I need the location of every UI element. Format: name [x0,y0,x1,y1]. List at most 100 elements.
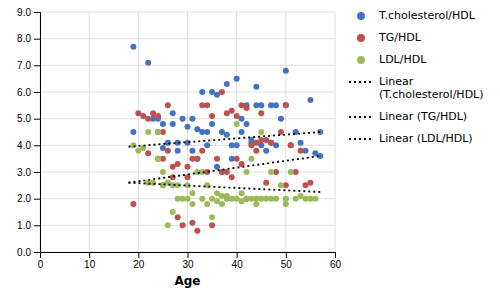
point [288,142,294,148]
point [180,116,186,122]
point [263,180,269,186]
point [219,89,225,95]
tick-mark [34,119,40,120]
point [283,102,289,108]
grid-line-y [40,65,335,66]
legend-symbol [349,81,373,83]
tick: 7.0 [17,60,40,71]
point [268,140,274,146]
legend-item: TG/HDL [357,31,422,44]
point [234,121,240,127]
tick-mark [188,252,189,258]
grid-line-y [40,225,335,226]
point [180,222,186,228]
tick-label: 10 [84,259,96,270]
tick-mark [335,252,336,258]
grid-line-x [285,12,286,252]
point [145,129,151,135]
point [209,214,215,220]
grid-line-x [335,12,336,252]
point [185,124,191,130]
point [170,110,176,116]
point [130,129,136,135]
point [244,121,250,127]
tick-label: 50 [281,259,293,270]
point [155,129,161,135]
legend-label: T.cholesterol/HDL [378,9,476,22]
series-points [130,89,313,234]
point [224,81,230,87]
point [155,129,161,135]
plot: 01020304050600.01.02.03.04.05.06.07.08.0… [17,7,341,288]
legend-symbol [357,34,365,42]
tick-label: 6.0 [17,87,31,98]
point [165,222,171,228]
point [288,169,294,175]
point [219,201,225,207]
tick-mark [34,65,40,66]
legend-item: Linear (LDL/HDL) [349,132,473,145]
point [229,174,235,180]
point [234,142,240,148]
tick-mark [34,12,40,13]
grid-line-y [40,12,335,13]
point [307,180,313,186]
point [204,129,210,135]
grid [40,12,335,252]
point [194,156,200,162]
grid-line-x [89,12,90,252]
tick-mark [34,92,40,93]
marks [129,44,324,234]
legend: T.cholesterol/HDLTG/HDLLDL/HDLLinear(T.c… [349,9,484,145]
point [155,156,161,162]
point [214,164,220,170]
legend-symbol [349,138,373,140]
point [185,164,191,170]
tick: 30 [182,252,194,270]
tick-label: 0 [38,259,44,270]
legend-label: Linear (LDL/HDL) [379,132,473,145]
axis-line [41,253,336,259]
grid-line-x [187,12,188,252]
series-points [130,121,318,228]
tick-label: 30 [182,259,194,270]
point [209,121,215,127]
point [189,201,195,207]
point [145,60,151,66]
tick: 40 [232,252,244,270]
y-axis: 0.01.02.03.04.05.06.07.08.09.0 [17,7,40,258]
point [199,148,205,154]
tick-label: 60 [330,259,342,270]
series-points [130,44,323,175]
point [278,116,284,122]
tick-label: 40 [232,259,244,270]
tick-mark [34,145,40,146]
point [204,142,210,148]
grid-line-y [40,92,335,93]
tick-label: 2.0 [17,193,31,204]
legend-item: LDL/HDL [357,53,427,66]
chart: 01020304050600.01.02.03.04.05.06.07.08.0… [0,0,500,292]
point [244,169,250,175]
tick: 5.0 [17,113,40,124]
tick: 50 [281,252,293,270]
point [194,228,200,234]
grid-line-x [138,12,139,252]
legend-symbol [357,56,365,64]
point [234,113,240,119]
x-axis: 0102030405060 [38,252,342,270]
tick-mark [34,39,40,40]
point [258,129,264,135]
tick-label: 0.0 [17,247,31,258]
tick: 0 [38,252,44,270]
point [130,201,136,207]
grid-line-y [40,118,335,119]
point [263,148,269,154]
point [145,150,151,156]
tick: 60 [330,252,342,270]
tick: 1.0 [17,220,40,231]
point [145,116,151,122]
point [165,148,171,154]
point [189,116,195,122]
legend-symbol [349,116,373,118]
